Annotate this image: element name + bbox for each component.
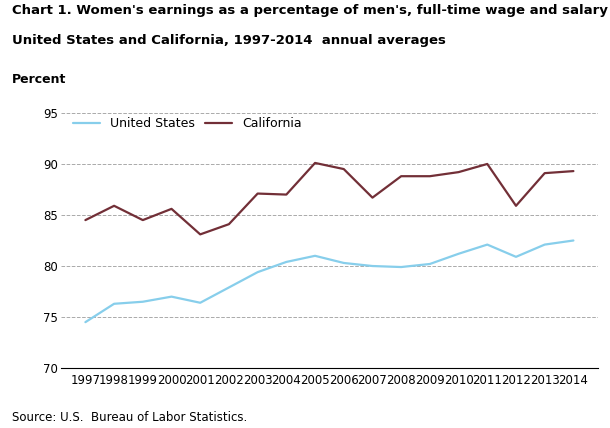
Text: Source: U.S.  Bureau of Labor Statistics.: Source: U.S. Bureau of Labor Statistics.	[12, 411, 248, 424]
California	[168, 206, 175, 211]
California	[82, 217, 89, 223]
California	[282, 192, 290, 197]
United States	[484, 242, 491, 247]
California	[196, 232, 204, 237]
California	[426, 174, 434, 179]
California	[340, 166, 348, 172]
California	[541, 171, 548, 176]
California	[225, 222, 232, 227]
United States	[570, 238, 577, 243]
California	[398, 174, 405, 179]
United States	[196, 300, 204, 305]
California	[512, 203, 520, 208]
United States	[512, 254, 520, 259]
California	[484, 161, 491, 166]
California	[254, 191, 261, 196]
United States	[139, 299, 146, 304]
United States	[541, 242, 548, 247]
California	[455, 169, 462, 175]
Text: Percent: Percent	[12, 73, 66, 86]
United States	[426, 262, 434, 267]
United States	[369, 264, 376, 269]
United States	[168, 294, 175, 299]
United States	[282, 259, 290, 265]
Text: Chart 1. Women's earnings as a percentage of men's, full-time wage and salary wo: Chart 1. Women's earnings as a percentag…	[12, 4, 610, 17]
Line: United States: United States	[85, 241, 573, 322]
United States	[254, 270, 261, 275]
United States	[311, 253, 318, 259]
California	[139, 217, 146, 223]
United States	[82, 320, 89, 325]
Legend: United States, California: United States, California	[73, 117, 302, 130]
United States	[398, 265, 405, 270]
California	[369, 195, 376, 200]
Line: California: California	[85, 163, 573, 235]
California	[311, 160, 318, 166]
United States	[110, 301, 118, 306]
California	[570, 169, 577, 174]
United States	[340, 260, 348, 265]
United States	[225, 285, 232, 290]
Text: United States and California, 1997-2014  annual averages: United States and California, 1997-2014 …	[12, 34, 446, 47]
California	[110, 203, 118, 208]
United States	[455, 251, 462, 256]
